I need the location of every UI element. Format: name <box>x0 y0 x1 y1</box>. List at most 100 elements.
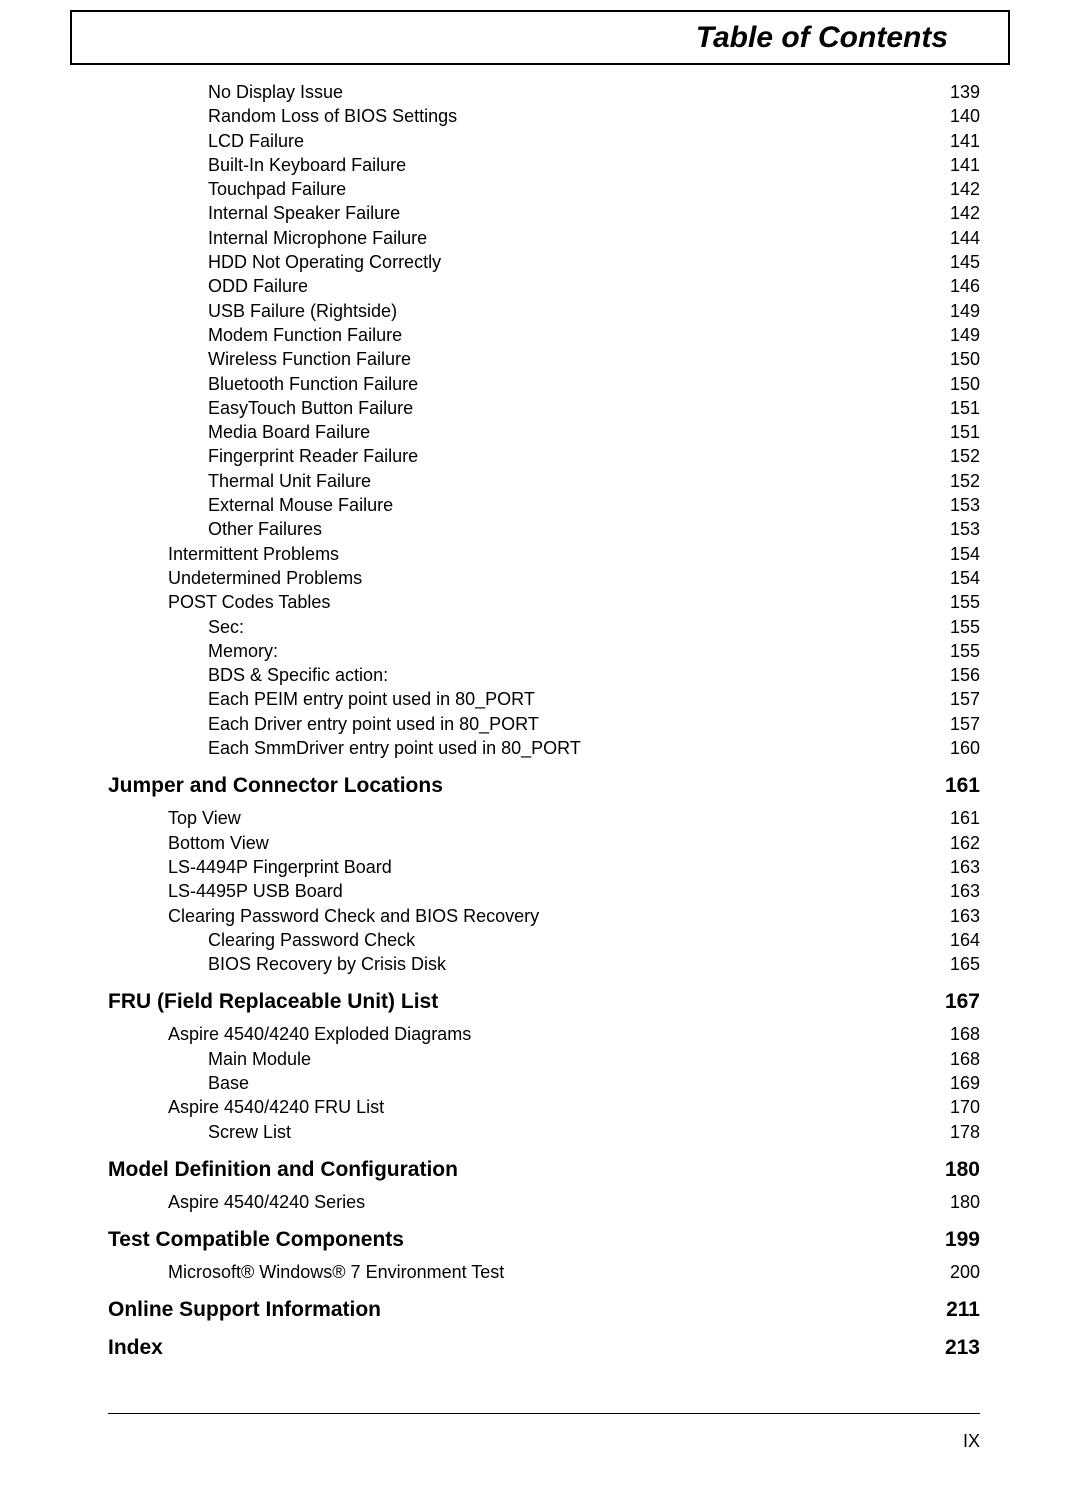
toc-entry-page: 144 <box>950 226 980 250</box>
toc-entry-label: Memory: <box>208 639 278 663</box>
toc-entry: Base 169 <box>108 1071 980 1095</box>
toc-entry-label: Aspire 4540/4240 Series <box>168 1190 365 1214</box>
toc-entry: Media Board Failure 151 <box>108 420 980 444</box>
toc-entry-label: Base <box>208 1071 249 1095</box>
toc-entry-label: Bluetooth Function Failure <box>208 372 418 396</box>
toc-entry: Each PEIM entry point used in 80_PORT 157 <box>108 687 980 711</box>
toc-entry-page: 163 <box>950 904 980 928</box>
toc-entry: Modem Function Failure 149 <box>108 323 980 347</box>
toc-entry-label: USB Failure (Rightside) <box>208 299 397 323</box>
toc-entry-page: 168 <box>950 1047 980 1071</box>
toc-entry: Random Loss of BIOS Settings 140 <box>108 104 980 128</box>
header-frame: Table of Contents <box>70 10 1010 65</box>
toc-entry: Sec:155 <box>108 615 980 639</box>
toc-entry-label: LS-4494P Fingerprint Board <box>168 855 392 879</box>
toc-entry-page: 150 <box>950 372 980 396</box>
page: Table of Contents No Display Issue 139Ran… <box>0 0 1080 1512</box>
toc-entry-page: 149 <box>950 299 980 323</box>
toc-entry: Aspire 4540/4240 Exploded Diagrams 168 <box>108 1022 980 1046</box>
toc-entry-page: 153 <box>950 493 980 517</box>
toc-entry-label: Bottom View <box>168 831 269 855</box>
toc-entry-page: 152 <box>950 469 980 493</box>
toc-entry: Touchpad Failure 142 <box>108 177 980 201</box>
section-heading-label: Online Support Information <box>108 1298 381 1322</box>
toc-entry-page: 154 <box>950 542 980 566</box>
toc-entry-page: 180 <box>950 1190 980 1214</box>
section-heading-page: 161 <box>945 774 980 798</box>
toc-entry: Each Driver entry point used in 80_PORT … <box>108 712 980 736</box>
toc-entry: Bluetooth Function Failure 150 <box>108 372 980 396</box>
toc-entry-page: 165 <box>950 952 980 976</box>
toc-entry-label: Aspire 4540/4240 FRU List <box>168 1095 384 1119</box>
toc-entry-page: 169 <box>950 1071 980 1095</box>
toc-entry-page: 151 <box>950 396 980 420</box>
toc-entry-label: Other Failures <box>208 517 322 541</box>
section-heading: FRU (Field Replaceable Unit) List 167 <box>108 990 980 1014</box>
toc-entry-label: LCD Failure <box>208 129 304 153</box>
toc-entry-label: HDD Not Operating Correctly <box>208 250 441 274</box>
toc-entry-label: Clearing Password Check <box>208 928 415 952</box>
toc-entry: Screw List178 <box>108 1120 980 1144</box>
section-heading: Index213 <box>108 1336 980 1360</box>
section-heading-page: 180 <box>945 1158 980 1182</box>
toc-entry: HDD Not Operating Correctly 145 <box>108 250 980 274</box>
toc-entry-page: 161 <box>950 806 980 830</box>
section-heading-label: Test Compatible Components <box>108 1228 404 1252</box>
toc-entry-page: 155 <box>950 615 980 639</box>
section-heading-page: 213 <box>945 1336 980 1360</box>
toc-entry-page: 145 <box>950 250 980 274</box>
toc-entry-label: External Mouse Failure <box>208 493 393 517</box>
toc-entry: Wireless Function Failure 150 <box>108 347 980 371</box>
toc-entry-label: POST Codes Tables <box>168 590 330 614</box>
section-heading-label: Model Definition and Configuration <box>108 1158 458 1182</box>
page-number: IX <box>963 1431 980 1452</box>
toc-entry-page: 156 <box>950 663 980 687</box>
toc-entry-page: 157 <box>950 712 980 736</box>
toc-entry-label: Touchpad Failure <box>208 177 346 201</box>
toc-entry-label: Main Module <box>208 1047 311 1071</box>
toc-entry: EasyTouch Button Failure151 <box>108 396 980 420</box>
toc-entry-page: 150 <box>950 347 980 371</box>
toc-entry-label: No Display Issue <box>208 80 343 104</box>
toc-entry-page: 142 <box>950 201 980 225</box>
toc-entry: No Display Issue 139 <box>108 80 980 104</box>
toc-entry: Memory: 155 <box>108 639 980 663</box>
toc-entry: USB Failure (Rightside) 149 <box>108 299 980 323</box>
toc-entry-label: BDS & Specific action: <box>208 663 388 687</box>
toc-entry: Undetermined Problems154 <box>108 566 980 590</box>
toc-entry-page: 168 <box>950 1022 980 1046</box>
toc-entry-label: Modem Function Failure <box>208 323 402 347</box>
toc-entry-page: 139 <box>950 80 980 104</box>
toc-entry: Bottom View 162 <box>108 831 980 855</box>
toc-entry: Aspire 4540/4240 Series 180 <box>108 1190 980 1214</box>
toc-entry-label: Aspire 4540/4240 Exploded Diagrams <box>168 1022 471 1046</box>
toc-entry: Thermal Unit Failure 152 <box>108 469 980 493</box>
toc-entry: Internal Speaker Failure 142 <box>108 201 980 225</box>
section-heading-label: FRU (Field Replaceable Unit) List <box>108 990 438 1014</box>
toc-content: No Display Issue 139Random Loss of BIOS S… <box>108 80 980 1368</box>
toc-entry-label: Internal Microphone Failure <box>208 226 427 250</box>
toc-entry-label: Internal Speaker Failure <box>208 201 400 225</box>
toc-entry-page: 170 <box>950 1095 980 1119</box>
toc-entry: BIOS Recovery by Crisis Disk 165 <box>108 952 980 976</box>
toc-entry-label: Clearing Password Check and BIOS Recover… <box>168 904 539 928</box>
toc-entry: Top View161 <box>108 806 980 830</box>
toc-entry-label: Each Driver entry point used in 80_PORT <box>208 712 539 736</box>
toc-entry-label: Each SmmDriver entry point used in 80_PO… <box>208 736 581 760</box>
section-heading: Model Definition and Configuration 180 <box>108 1158 980 1182</box>
toc-entry-page: 163 <box>950 855 980 879</box>
toc-entry-page: 149 <box>950 323 980 347</box>
toc-entry-label: ODD Failure <box>208 274 308 298</box>
section-heading-page: 167 <box>945 990 980 1014</box>
toc-entry-page: 160 <box>950 736 980 760</box>
toc-entry-label: BIOS Recovery by Crisis Disk <box>208 952 446 976</box>
section-heading-label: Jumper and Connector Locations <box>108 774 443 798</box>
toc-entry: Intermittent Problems 154 <box>108 542 980 566</box>
toc-entry-page: 157 <box>950 687 980 711</box>
toc-entry-label: Each PEIM entry point used in 80_PORT <box>208 687 535 711</box>
toc-entry: Fingerprint Reader Failure 152 <box>108 444 980 468</box>
toc-entry: Main Module 168 <box>108 1047 980 1071</box>
toc-entry-label: Wireless Function Failure <box>208 347 411 371</box>
toc-entry-page: 141 <box>950 129 980 153</box>
toc-entry-label: LS-4495P USB Board <box>168 879 343 903</box>
